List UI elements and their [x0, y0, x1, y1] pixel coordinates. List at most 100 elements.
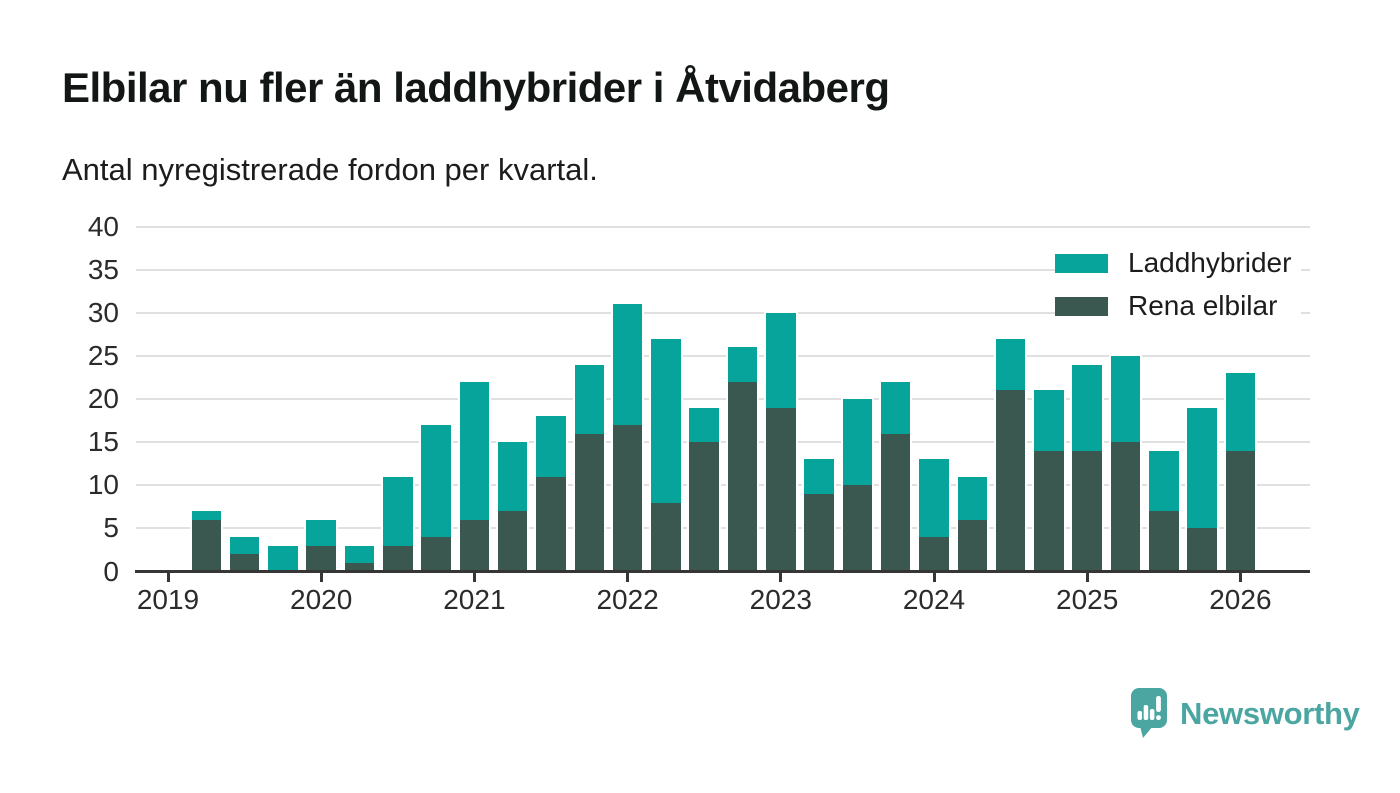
bar-segment-laddhybrider: [766, 312, 796, 408]
bar-2025-q4: [1185, 405, 1219, 574]
bar-segment-rena-elbilar: [766, 407, 796, 572]
bar-segment-rena-elbilar: [459, 519, 490, 572]
bar-segment-rena-elbilar: [421, 537, 451, 572]
bar-segment-laddhybrider: [689, 407, 719, 443]
bar-2026-q1: [1223, 371, 1258, 574]
bar-2020-q2: [342, 543, 377, 574]
bar-segment-rena-elbilar: [191, 519, 222, 572]
bar-segment-rena-elbilar: [1110, 442, 1141, 572]
x-axis-label-2021: 2021: [443, 584, 506, 615]
bar-segment-rena-elbilar: [651, 502, 681, 572]
bar-2019-q2: [189, 509, 224, 574]
bar-segment-rena-elbilar: [1187, 528, 1217, 572]
x-axis-tick-2020: [319, 572, 323, 582]
bar-2025-q2: [1108, 353, 1143, 574]
bar-2022-q1: [610, 302, 645, 574]
bar-segment-rena-elbilar: [383, 545, 413, 572]
gridline-y5: [136, 527, 1310, 530]
bar-2023-q2: [802, 457, 836, 574]
bar-segment-laddhybrider: [344, 545, 375, 563]
legend-swatch-rena-elbilar: [1055, 296, 1108, 316]
bar-segment-laddhybrider: [1149, 450, 1179, 512]
bar-segment-laddhybrider: [804, 459, 834, 494]
bar-segment-laddhybrider: [536, 416, 566, 477]
bar-2019-q3: [227, 535, 262, 574]
x-axis-tick-2021: [472, 572, 476, 582]
x-axis-tick-2023: [779, 572, 783, 582]
bar-2024-q4: [1032, 388, 1066, 574]
bar-segment-rena-elbilar: [727, 381, 758, 572]
y-axis-label: 5: [103, 512, 119, 544]
chart-title: Elbilar nu fler än laddhybrider i Åtvida…: [62, 64, 890, 111]
bar-2019-q4: [266, 543, 300, 574]
legend-label: Laddhybrider: [1128, 247, 1292, 278]
bar-2021-q2: [495, 440, 530, 574]
y-axis-label: 20: [87, 383, 119, 414]
bar-segment-laddhybrider: [1072, 364, 1102, 451]
bar-segment-laddhybrider: [421, 424, 451, 537]
x-axis-tick-2024: [932, 572, 936, 582]
bar-2021-q4: [572, 362, 607, 574]
bar-2024-q2: [955, 474, 990, 574]
bar-2020-q1: [304, 517, 338, 574]
newsworthy-logo-icon: [1131, 688, 1167, 738]
bar-segment-rena-elbilar: [689, 442, 719, 572]
gridline-y35: [136, 268, 1310, 271]
legend-item-rena-elbilar: Rena elbilar: [1055, 289, 1302, 323]
bar-segment-laddhybrider: [1225, 373, 1256, 451]
bar-segment-laddhybrider: [612, 304, 643, 425]
legend: Laddhybrider Rena elbilar: [1055, 246, 1302, 323]
gridline-y30: [136, 311, 1310, 314]
bar-segment-laddhybrider: [191, 511, 222, 520]
x-axis-line: [135, 569, 1310, 573]
gridline-y40: [136, 225, 1310, 228]
bar-segment-laddhybrider: [919, 459, 949, 537]
bar-segment-laddhybrider: [727, 347, 758, 382]
bar-segment-laddhybrider: [957, 476, 988, 520]
y-axis-label: 30: [87, 296, 119, 328]
bar-segment-rena-elbilar: [995, 390, 1026, 572]
bar-segment-rena-elbilar: [842, 485, 873, 572]
bar-segment-rena-elbilar: [344, 562, 375, 572]
gridline-y10: [136, 484, 1310, 487]
bar-segment-rena-elbilar: [536, 476, 566, 572]
x-axis-tick-2022: [626, 572, 630, 582]
y-axis-label: 40: [87, 210, 119, 242]
brand-footer: Newsworthy: [1131, 688, 1360, 740]
gridline-y20: [136, 398, 1310, 400]
bar-segment-laddhybrider: [574, 364, 605, 434]
bar-segment-rena-elbilar: [1072, 450, 1102, 572]
bar-2025-q1: [1070, 362, 1104, 574]
bar-2025-q3: [1147, 448, 1181, 574]
bar-2022-q2: [649, 336, 683, 574]
bar-2020-q3: [381, 474, 415, 574]
bar-2023-q1: [764, 310, 798, 574]
y-axis-label: 35: [87, 253, 119, 285]
x-axis-label-2026: 2026: [1209, 584, 1272, 615]
bar-segment-rena-elbilar: [229, 554, 260, 572]
gridline-y25: [136, 354, 1310, 357]
bar-segment-laddhybrider: [459, 381, 490, 520]
gridline-y15: [136, 441, 1310, 444]
x-axis-tick-2019: [166, 572, 170, 582]
bar-segment-rena-elbilar: [1034, 450, 1064, 572]
x-axis-tick-2026: [1238, 572, 1242, 582]
bar-segment-rena-elbilar: [612, 424, 643, 572]
bar-2021-q3: [534, 414, 568, 574]
bar-segment-laddhybrider: [383, 476, 413, 546]
bar-segment-laddhybrider: [1034, 390, 1064, 451]
bar-2022-q3: [687, 405, 721, 574]
bar-segment-rena-elbilar: [1225, 450, 1256, 572]
bar-segment-laddhybrider: [995, 338, 1026, 391]
y-axis-label: 10: [87, 469, 119, 501]
x-axis-label-2023: 2023: [749, 584, 812, 615]
bar-segment-laddhybrider: [268, 545, 298, 572]
bar-2024-q3: [993, 336, 1028, 574]
bar-segment-laddhybrider: [880, 381, 911, 434]
y-axis-label: 15: [87, 426, 119, 458]
bar-segment-laddhybrider: [651, 338, 681, 503]
bar-2020-q4: [419, 422, 453, 574]
chart-subtitle: Antal nyregistrerade fordon per kvartal.: [62, 152, 598, 187]
